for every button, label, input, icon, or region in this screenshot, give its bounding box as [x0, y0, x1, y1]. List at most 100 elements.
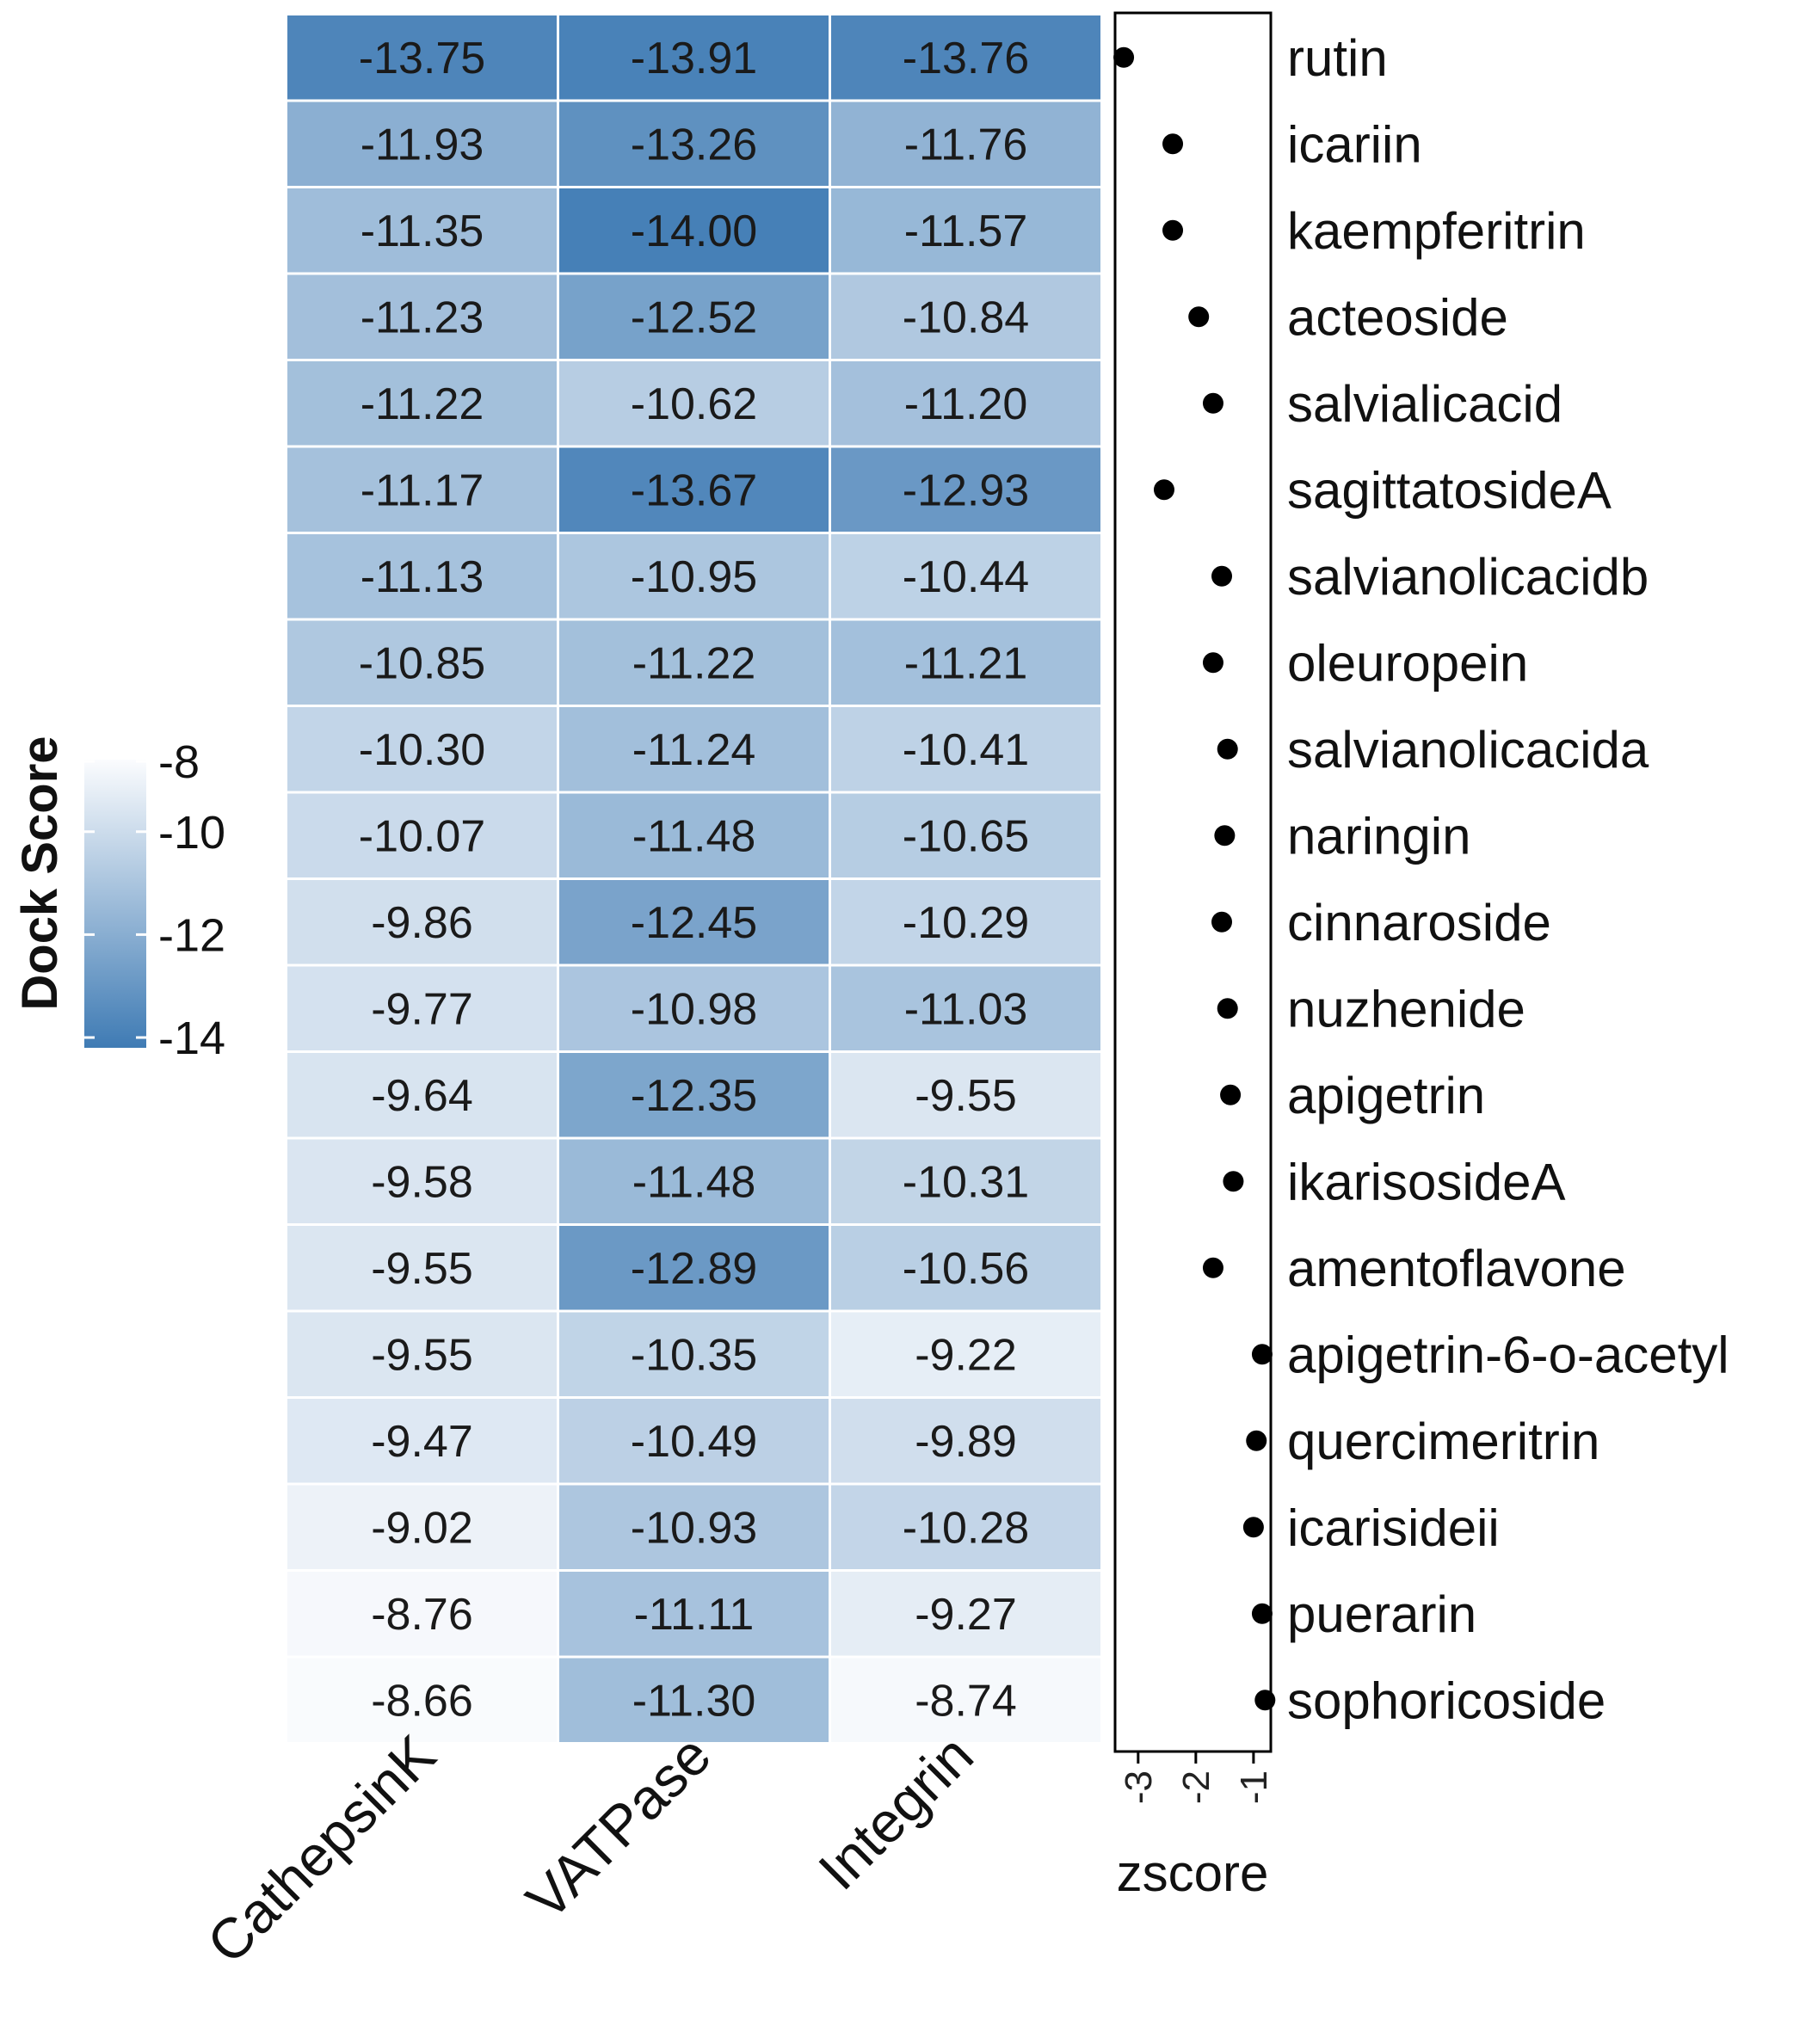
heatmap-cell: [559, 1312, 829, 1396]
zscore-panel: -3 -2 -1 zscore: [1113, 11, 1276, 1902]
heatmap-cell: [831, 361, 1100, 446]
cell-value-label: -10.35: [631, 1330, 757, 1380]
cell-value-label: -9.55: [915, 1071, 1017, 1121]
cell-value-label: -11.24: [632, 725, 756, 775]
heatmap-cell: [831, 102, 1100, 186]
cell-value-label: -11.17: [361, 465, 484, 515]
column-labels: CathepsinK VATPase Integrin: [194, 1723, 985, 1976]
heatmap-cell: [287, 793, 557, 877]
column-label-vatpase: VATPase: [514, 1723, 723, 1932]
cell-value-label: -10.29: [903, 898, 1029, 948]
heatmap-cell: [831, 793, 1100, 877]
heatmap-cell: [831, 1572, 1100, 1656]
cell-value-label: -10.65: [903, 811, 1029, 861]
heatmap-cell: [287, 1226, 557, 1310]
cell-value-label: -11.48: [632, 1157, 756, 1207]
cell-value-label: -11.21: [904, 638, 1028, 688]
compound-labels: rutin icariin kaempferitrin acteoside salvia…: [1287, 29, 1729, 1730]
cell-value-label: -12.93: [903, 465, 1029, 515]
zscore-point: [1113, 46, 1135, 68]
heatmap-cell: [831, 15, 1100, 100]
zscore-point: [1202, 1257, 1223, 1278]
legend-tick-label: -8: [158, 736, 200, 788]
cell-value-label: -10.98: [631, 984, 757, 1034]
cell-value-label: -11.13: [361, 552, 484, 602]
heatmap-cell: [831, 966, 1100, 1050]
cell-value-label: -10.30: [359, 725, 485, 775]
heatmap-cell: [831, 188, 1100, 273]
cell-value-label: -10.31: [903, 1157, 1029, 1207]
compound-label: kaempferitrin: [1287, 202, 1586, 260]
heatmap-cell: [287, 361, 557, 446]
heatmap-cell: [559, 1053, 829, 1137]
zscore-point: [1223, 1171, 1244, 1192]
compound-label: salvialicacid: [1287, 375, 1562, 433]
heatmap-cell: [831, 534, 1100, 619]
heatmap-cell: [287, 102, 557, 186]
zscore-point: [1254, 1690, 1276, 1711]
cell-value-label: -10.28: [903, 1503, 1029, 1553]
zscore-point: [1162, 133, 1184, 155]
heatmap-cell: [287, 1399, 557, 1483]
zscore-point: [1214, 825, 1236, 847]
zscore-point: [1246, 1430, 1267, 1451]
cell-value-label: -8.76: [371, 1590, 473, 1640]
cell-value-label: -9.64: [371, 1071, 473, 1121]
cell-value-label: -9.55: [371, 1330, 473, 1380]
cell-value-label: -11.23: [361, 292, 484, 342]
heatmap-cell: [831, 1399, 1100, 1483]
heatmap-cell: [559, 361, 829, 446]
cell-value-label: -10.93: [631, 1503, 757, 1553]
zscore-point: [1202, 392, 1223, 414]
cell-value-label: -12.35: [631, 1071, 757, 1121]
cell-value-label: -11.22: [632, 638, 756, 688]
cell-value-label: -9.58: [371, 1157, 473, 1207]
zscore-axis-title: zscore: [1117, 1844, 1269, 1902]
compound-label: salvianolicacidb: [1287, 548, 1649, 606]
heatmap-cell: [559, 1485, 829, 1569]
compound-label: puerarin: [1287, 1585, 1476, 1643]
zscore-point: [1153, 479, 1174, 501]
column-label-integrin: Integrin: [806, 1723, 985, 1902]
heatmap-cell: [559, 707, 829, 791]
zscore-point: [1202, 652, 1223, 674]
heatmap-cell: [831, 447, 1100, 532]
heatmap-cell: [559, 1658, 829, 1742]
heatmap-cell: [559, 102, 829, 186]
compound-label: amentoflavone: [1287, 1240, 1626, 1297]
heatmap-cell: [831, 880, 1100, 964]
cell-value-label: -13.91: [631, 34, 757, 83]
zscore-panel-frame: [1113, 11, 1273, 1753]
cell-value-label: -11.20: [904, 379, 1028, 429]
zscore-point: [1162, 219, 1184, 241]
compound-label: icarisideii: [1287, 1499, 1500, 1556]
heatmap-cell: [559, 880, 829, 964]
heatmap-cell: [559, 1139, 829, 1223]
heatmap-cell: [559, 1226, 829, 1310]
heatmap-cell: [559, 966, 829, 1050]
cell-value-label: -11.48: [632, 811, 756, 861]
compound-label: acteoside: [1287, 288, 1508, 346]
heatmap-cell: [559, 1572, 829, 1656]
heatmap-cell: [831, 707, 1100, 791]
cell-value-label: -11.03: [904, 984, 1028, 1034]
heatmap-cell: [559, 188, 829, 273]
color-legend: -8 -10 -12 -14 Dock Score: [12, 736, 225, 1064]
zscore-point: [1220, 1084, 1242, 1105]
heatmap-cell: [831, 1312, 1100, 1396]
heatmap-cell: [287, 620, 557, 705]
cell-value-label: -8.66: [371, 1676, 473, 1726]
zscore-point: [1211, 565, 1233, 587]
heatmap-cell: [559, 793, 829, 877]
zscore-point: [1217, 738, 1238, 760]
cell-value-label: -9.47: [371, 1417, 473, 1467]
zscore-point: [1188, 306, 1210, 328]
compound-label: ikarisosideA: [1287, 1153, 1565, 1210]
heatmap-cell: [559, 1399, 829, 1483]
heatmap-cell: [287, 707, 557, 791]
heatmap-value-labels: -13.75 -13.91 -13.76 -11.93 -13.26 -11.76 -11.…: [359, 34, 1029, 1727]
compound-label: apigetrin-6-o-acetyl: [1287, 1326, 1729, 1383]
compound-label: rutin: [1287, 29, 1388, 87]
legend-tick-label: -12: [158, 909, 225, 961]
